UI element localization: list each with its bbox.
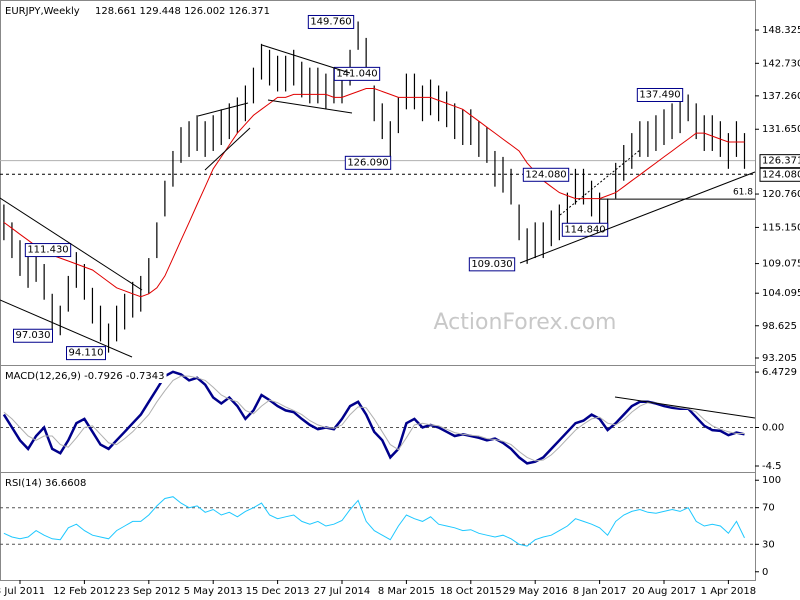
y-tick-label: 137.260 [762, 91, 800, 102]
trend-line [559, 149, 641, 216]
x-tick-label: 27 Jul 2014 [314, 586, 371, 597]
trend-line [267, 99, 353, 114]
trend-line [204, 127, 251, 171]
indicator-line [3, 496, 745, 547]
price-annotation: 94.110 [69, 348, 104, 359]
x-tick-label: 20 Aug 2017 [632, 586, 696, 597]
y-tick-label: 100 [762, 475, 781, 486]
x-tick-label: 1 Apr 2018 [701, 586, 756, 597]
x-tick-label: 29 May 2016 [503, 586, 568, 597]
trend-lines [0, 44, 756, 419]
last-price-label: 126.371 [762, 156, 800, 167]
trend-line [519, 171, 756, 264]
y-tick-label: 148.325 [762, 25, 800, 36]
indicator-line [3, 375, 745, 462]
y-tick-label: 109.075 [762, 259, 800, 270]
label-box [636, 87, 684, 102]
y-tick-label: 142.730 [762, 58, 800, 69]
label-box [344, 155, 392, 170]
y-tick-label: 30 [762, 539, 775, 550]
label-box [3, 477, 89, 490]
label-box [759, 167, 800, 182]
label-box [24, 243, 72, 258]
price-annotation: 124.080 [525, 169, 566, 180]
price-annotation: 126.090 [347, 157, 388, 168]
x-tick-label: 5 May 2013 [184, 586, 243, 597]
panel-title: MACD(12,26,9) -0.7926 -0.7343 [5, 371, 165, 382]
indicator-line [2, 370, 745, 465]
moving-average [3, 88, 745, 298]
y-tick-label: 120.760 [762, 189, 800, 200]
y-tick-label: -4.5 [762, 461, 782, 472]
price-annotation: 97.030 [16, 330, 51, 341]
x-tick-label: 15 Dec 2013 [246, 586, 310, 597]
y-tick-label: 0 [762, 567, 768, 578]
x-tick-label: 23 Sep 2012 [117, 586, 180, 597]
x-tick-label: 3 Jul 2011 [0, 586, 45, 597]
fib-label: 61.8 [733, 188, 753, 198]
trend-line [0, 299, 133, 358]
panel-border [0, 472, 756, 581]
y-tick-label: 0.00 [762, 422, 784, 433]
y-tick-label: 98.625 [762, 321, 797, 332]
y-tick-label: 131.650 [762, 124, 800, 135]
price-annotation: 109.030 [471, 259, 512, 270]
y-tick-label: 6.4729 [762, 367, 797, 378]
label-box [307, 14, 355, 29]
label-box [3, 370, 167, 383]
price-annotation: 114.840 [564, 224, 605, 235]
price-annotation: 137.490 [639, 89, 680, 100]
panel-title: RSI(14) 36.6608 [5, 478, 86, 489]
y-tick-label: 104.095 [762, 288, 800, 299]
label-box [66, 346, 106, 361]
y-tick-label: 70 [762, 503, 775, 514]
label-box [333, 66, 381, 81]
price-annotation: 149.760 [310, 16, 351, 27]
label-box [759, 154, 800, 169]
trend-line [0, 197, 143, 291]
panel-title: EURJPY,Weekly [5, 6, 80, 17]
label-box [468, 257, 516, 272]
label-box [13, 328, 53, 343]
trend-line [261, 44, 351, 74]
level-label: 124.080 [762, 169, 800, 180]
watermark: ActionForex.com [434, 310, 617, 335]
trend-line [197, 102, 249, 117]
label-box [522, 167, 570, 182]
x-tick-label: 18 Oct 2015 [440, 586, 502, 597]
y-tick-label: 115.150 [762, 222, 800, 233]
trend-line [614, 396, 756, 419]
x-tick-label: 8 Jan 2017 [573, 586, 627, 597]
price-annotation: 111.430 [27, 245, 68, 256]
x-tick-label: 8 Mar 2015 [378, 586, 435, 597]
quote: 128.661 129.448 126.002 126.371 [95, 6, 270, 17]
price-annotation: 141.040 [336, 68, 377, 79]
y-tick-label: 93.205 [762, 353, 797, 364]
x-tick-label: 12 Feb 2012 [53, 586, 115, 597]
